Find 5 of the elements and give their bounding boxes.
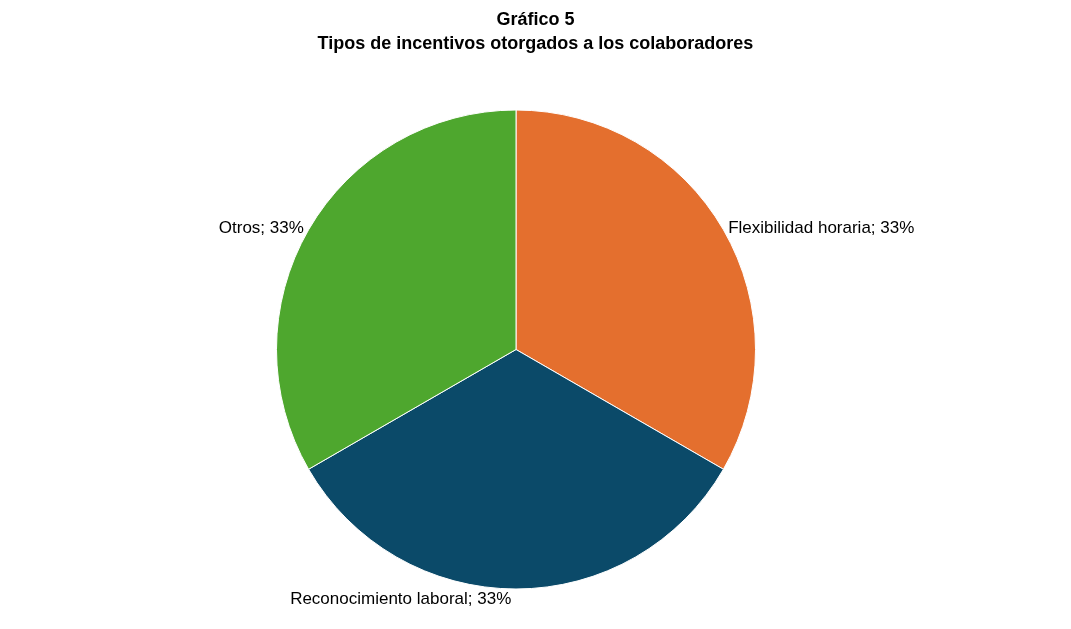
slice-label: Otros; 33%: [218, 217, 304, 237]
chart-title: Gráfico 5: [496, 9, 575, 30]
slice-label: Flexibilidad horaria; 33%: [728, 217, 915, 237]
chart-subtitle: Tipos de incentivos otorgados a los colaboradores: [317, 32, 754, 53]
slice-label: Reconocimiento laboral; 33%: [290, 589, 512, 608]
